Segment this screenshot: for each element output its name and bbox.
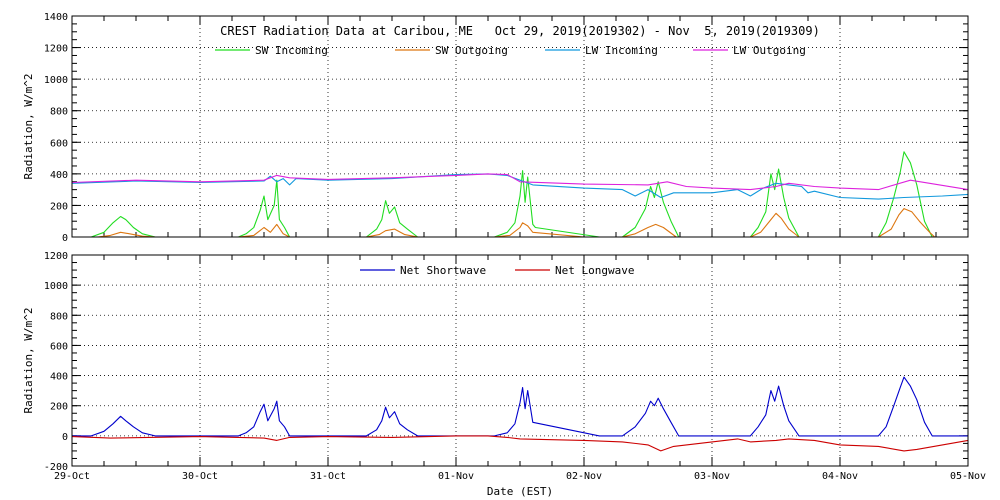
x-tick-label: 01-Nov	[438, 471, 474, 482]
y-tick-label: -200	[44, 462, 68, 473]
y-tick-label: 600	[50, 341, 68, 352]
x-tick-label: 02-Nov	[566, 471, 602, 482]
x-tick-label: 04-Nov	[822, 471, 858, 482]
series-line-net-shortwave	[72, 376, 968, 437]
x-tick-label: 30-Oct	[182, 471, 218, 482]
y-axis-label: Radiation, W/m^2	[22, 74, 35, 180]
y-tick-label: 200	[50, 201, 68, 212]
y-tick-label: 1000	[44, 281, 68, 292]
x-tick-label: 31-Oct	[310, 471, 346, 482]
panel-1: 0 200 400 600 800 1000 1200 1400 SW Incoming SW O…	[22, 12, 969, 244]
x-axis-label: Date (EST)	[487, 485, 553, 498]
plot-frame	[71, 254, 969, 467]
x-tick-label: 05-Nov	[950, 471, 986, 482]
legend-label: LW Incoming	[585, 44, 658, 57]
y-axis-label: Radiation, W/m^2	[22, 308, 35, 414]
legend-label: Net Shortwave	[400, 264, 486, 277]
x-tick-label: 03-Nov	[694, 471, 730, 482]
plot-frame	[71, 15, 969, 238]
series-line-net-longwave	[71, 435, 969, 452]
series-line-lw-incoming	[71, 173, 969, 200]
y-tick-label: 0	[62, 233, 68, 244]
series-line-lw-outgoing	[71, 173, 969, 191]
panel-2: -200 0 200 400 600 800 1000 1200 29-Oct 30-Oct 31-…	[22, 251, 986, 498]
legend-label: SW Incoming	[255, 44, 328, 57]
y-tick-label: 800	[50, 311, 68, 322]
y-tick-label: 400	[50, 170, 68, 181]
y-tick-label: 200	[50, 402, 68, 413]
y-tick-label: 1000	[44, 75, 68, 86]
series-line-sw-incoming	[72, 151, 968, 238]
y-tick-label: 1200	[44, 44, 68, 55]
x-tick-label: 29-Oct	[54, 471, 90, 482]
legend-label: LW Outgoing	[733, 44, 806, 57]
y-tick-label: 400	[50, 372, 68, 383]
legend-label: SW Outgoing	[435, 44, 508, 57]
legend-label: Net Longwave	[555, 264, 634, 277]
chart-title: CREST Radiation Data at Caribou, ME Oct …	[220, 24, 820, 38]
y-tick-label: 1200	[44, 251, 68, 262]
chart-panels: 0 200 400 600 800 1000 1200 1400 SW Incoming SW O…	[22, 12, 986, 498]
y-tick-label: 1400	[44, 12, 68, 23]
y-tick-label: 800	[50, 107, 68, 118]
y-tick-label: 0	[62, 432, 68, 443]
y-tick-label: 600	[50, 138, 68, 149]
